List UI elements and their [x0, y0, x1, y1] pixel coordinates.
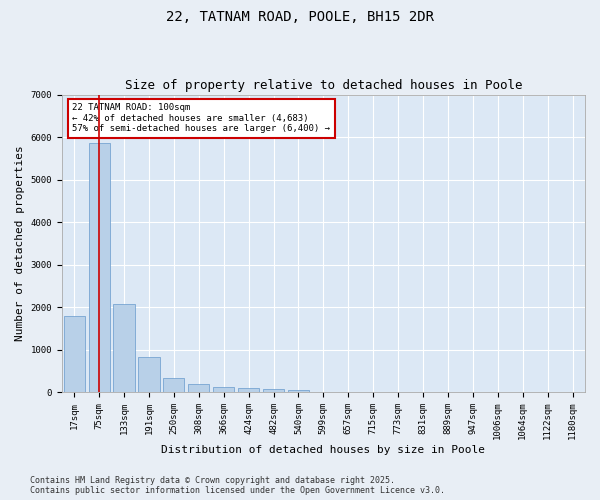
Bar	[113, 304, 134, 392]
Title: Size of property relative to detached houses in Poole: Size of property relative to detached ho…	[125, 79, 522, 92]
Text: 22, TATNAM ROAD, POOLE, BH15 2DR: 22, TATNAM ROAD, POOLE, BH15 2DR	[166, 10, 434, 24]
Bar	[139, 357, 160, 392]
Bar	[263, 389, 284, 392]
X-axis label: Distribution of detached houses by size in Poole: Distribution of detached houses by size …	[161, 445, 485, 455]
Bar	[238, 388, 259, 392]
Bar	[288, 390, 309, 392]
Text: 22 TATNAM ROAD: 100sqm
← 42% of detached houses are smaller (4,683)
57% of semi-: 22 TATNAM ROAD: 100sqm ← 42% of detached…	[72, 104, 330, 134]
Y-axis label: Number of detached properties: Number of detached properties	[15, 146, 25, 341]
Bar	[64, 316, 85, 392]
Bar	[163, 378, 184, 392]
Bar	[188, 384, 209, 392]
Bar	[213, 388, 235, 392]
Bar	[89, 144, 110, 392]
Text: Contains HM Land Registry data © Crown copyright and database right 2025.
Contai: Contains HM Land Registry data © Crown c…	[30, 476, 445, 495]
